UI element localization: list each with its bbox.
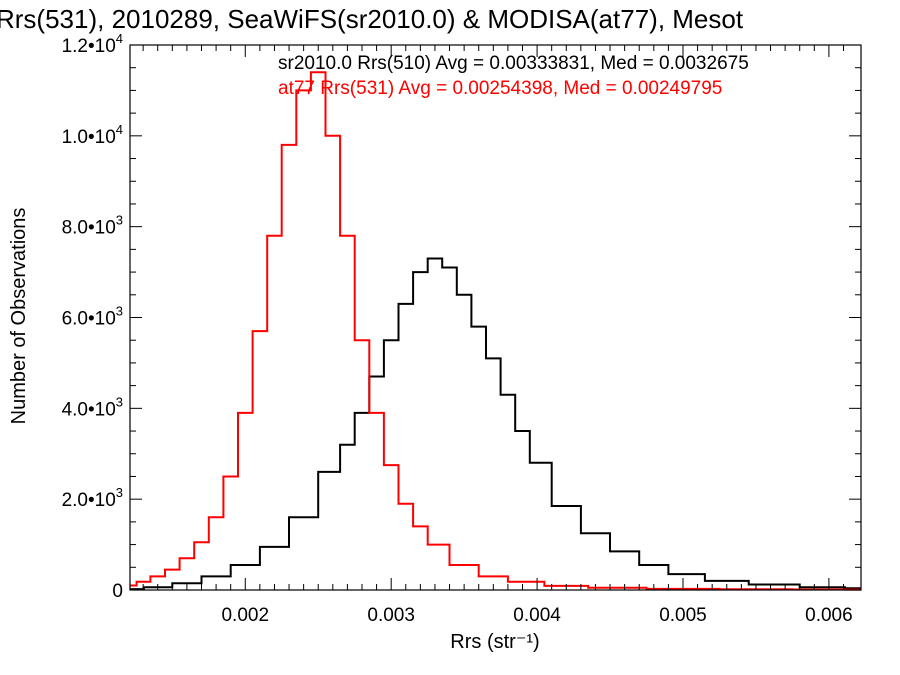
chart-title: Rrs(531), 2010289, SeaWiFS(sr2010.0) & M… [0, 4, 744, 34]
x-axis-ticks: 0.002 0.003 0.004 0.005 0.006 [142, 45, 853, 626]
y-tick-exponent: 3 [116, 304, 123, 319]
y-tick-mantissa: 6.0•10 [62, 309, 116, 330]
legend: sr2010.0 Rrs(510) Avg = 0.00333831, Med … [278, 53, 749, 99]
x-tick-label: 0.006 [805, 605, 853, 626]
y-tick-exponent: 3 [116, 485, 123, 500]
y-tick-mantissa: 8.0•10 [62, 218, 116, 239]
y-tick-exponent: 3 [116, 213, 123, 228]
y-tick-mantissa: 0 [112, 581, 123, 602]
y-tick-label: 6.0•103 [62, 304, 123, 330]
x-tick-label: 0.004 [513, 605, 561, 626]
y-tick-label: 8.0•103 [62, 213, 123, 239]
y-tick-mantissa: 2.0•10 [62, 490, 116, 511]
y-axis-label: Number of Observations [8, 208, 30, 425]
plot-frame [129, 44, 862, 591]
y-axis-ticks: 02.0•1034.0•1036.0•1038.0•1031.0•1041.2•… [62, 31, 861, 602]
y-tick-mantissa: 1.0•10 [62, 127, 116, 148]
y-tick-exponent: 3 [116, 394, 123, 409]
y-tick-label: 1.0•104 [62, 122, 123, 148]
y-tick-exponent: 4 [116, 31, 123, 46]
y-tick-label: 1.2•104 [62, 31, 123, 57]
y-tick-label: 0 [112, 581, 123, 602]
series-line-0 [130, 257, 861, 591]
y-tick-label: 4.0•103 [62, 394, 123, 420]
y-tick-mantissa: 1.2•10 [62, 36, 116, 57]
x-tick-label: 0.002 [221, 605, 269, 626]
y-tick-label: 2.0•103 [62, 485, 123, 511]
y-tick-mantissa: 4.0•10 [62, 399, 116, 420]
legend-entry: at77 Rrs(531) Avg = 0.00254398, Med = 0.… [278, 78, 722, 99]
x-tick-label: 0.003 [367, 605, 415, 626]
x-tick-label: 0.005 [659, 605, 707, 626]
series-line-1 [130, 71, 861, 591]
x-axis-label: Rrs (str⁻¹) [450, 631, 539, 653]
series-layer [130, 71, 861, 591]
legend-entry: sr2010.0 Rrs(510) Avg = 0.00333831, Med … [278, 53, 749, 74]
y-tick-exponent: 4 [116, 122, 123, 137]
